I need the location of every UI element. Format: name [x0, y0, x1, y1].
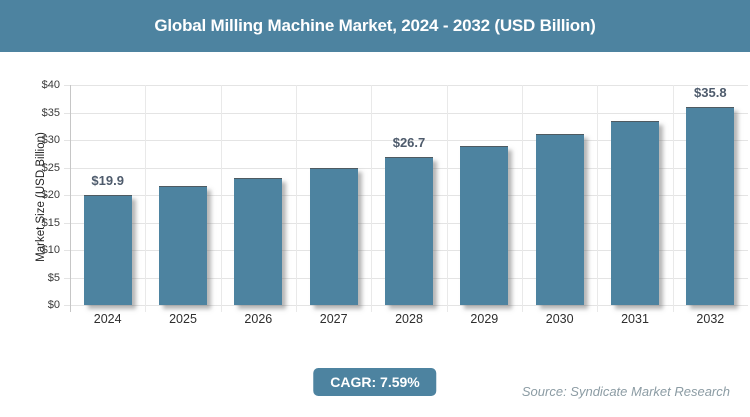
- y-tick-label: $20: [41, 189, 60, 201]
- x-tick-label-2025: 2025: [169, 312, 197, 326]
- gridline-vertical: [672, 85, 674, 312]
- y-axis-line: [70, 85, 71, 312]
- bar-2028: [385, 157, 433, 305]
- bar-2030: [535, 134, 584, 305]
- x-tick-label-2026: 2026: [244, 312, 273, 326]
- gridline-vertical: [145, 85, 147, 312]
- y-tick-label: $40: [41, 79, 60, 91]
- x-tick-label-2029: 2029: [470, 312, 499, 326]
- chart-title-bar: Global Milling Machine Market, 2024 - 20…: [0, 0, 750, 52]
- y-tick-label: $0: [47, 299, 60, 311]
- gridline-vertical: [522, 85, 523, 312]
- bar-value-label-2024: $19.9: [91, 172, 124, 188]
- cagr-badge: CAGR: 7.59%: [313, 368, 437, 396]
- x-tick-label-2032: 2032: [696, 312, 725, 326]
- x-tick-label-2030: 2030: [545, 312, 574, 326]
- gridline-horizontal: [64, 140, 748, 141]
- gridline-horizontal: [64, 305, 748, 306]
- y-tick-label: $5: [47, 271, 60, 284]
- gridline-vertical: [296, 85, 297, 312]
- bar-2027: [309, 167, 358, 305]
- bar-2032: [686, 107, 735, 305]
- source-attribution: Source: Syndicate Market Research: [521, 384, 730, 399]
- y-tick-label: $15: [41, 216, 60, 229]
- y-tick-label: $35: [41, 106, 60, 119]
- gridline-vertical: [597, 85, 599, 312]
- gridline-horizontal: [64, 112, 748, 114]
- bar-2029: [460, 146, 509, 305]
- bar-2031: [611, 121, 659, 305]
- plot-area: $0 $5 $10 $15 $20 $25 $30 $35 $40 $19.9 2024 2025 20…: [42, 79, 748, 326]
- y-tick-label: $10: [41, 244, 60, 256]
- bar-value-label-2032: $35.8: [694, 85, 727, 101]
- y-tick-label: $30: [41, 134, 60, 146]
- gridline-vertical: [371, 85, 373, 312]
- x-tick-label-2031: 2031: [621, 312, 649, 326]
- bar-2026: [234, 177, 283, 305]
- bar-2024: [83, 194, 132, 305]
- gridline-horizontal: [64, 85, 748, 86]
- x-tick-label-2028: 2028: [395, 312, 423, 326]
- y-tick-label: $25: [41, 161, 60, 174]
- chart-title: Global Milling Machine Market, 2024 - 20…: [154, 16, 596, 35]
- x-tick-label-2024: 2024: [93, 312, 122, 326]
- gridline-vertical: [446, 85, 448, 312]
- gridline-vertical: [220, 85, 222, 312]
- bar-2025: [159, 186, 207, 305]
- x-tick-label-2027: 2027: [319, 312, 348, 326]
- bar-value-label-2028: $26.7: [392, 135, 426, 151]
